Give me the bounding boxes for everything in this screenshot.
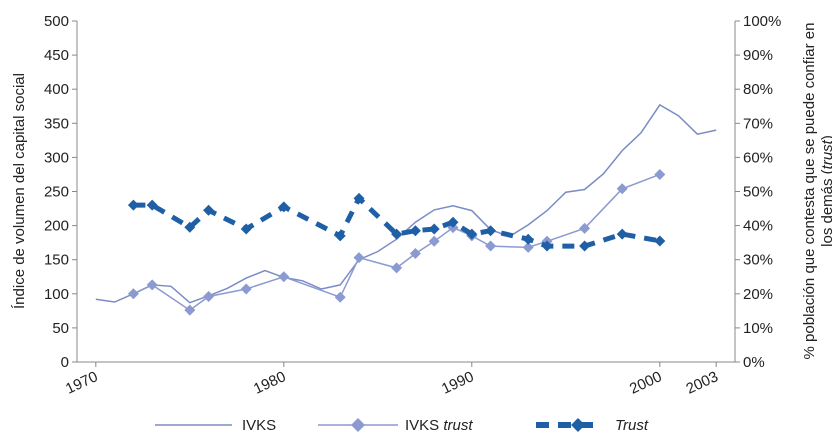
data-point-trust: [541, 240, 553, 252]
legend-label-trust: Trust: [615, 417, 649, 434]
y-right-tick-label: 100%: [743, 13, 781, 30]
data-point-ivks-trust: [184, 304, 196, 316]
data-point-ivks-trust: [579, 222, 591, 234]
y-left-tick-label: 100: [44, 286, 69, 303]
y-right-tick-label: 80%: [743, 81, 773, 98]
data-point-trust: [184, 221, 196, 233]
y-left-tick-label: 300: [44, 149, 69, 166]
y-right-tick-label: 70%: [743, 115, 773, 132]
data-point-trust: [654, 235, 666, 247]
y-right-tick-label: 90%: [743, 47, 773, 64]
y-left-tick-label: 500: [44, 13, 69, 30]
data-point-trust: [334, 230, 346, 242]
legend-marker-ivks-trust: [351, 418, 365, 432]
legend: IVKS IVKS trust Trust: [155, 417, 649, 434]
x-tick-label: 1980: [251, 368, 288, 398]
legend-item-ivks: IVKS: [155, 417, 276, 434]
data-point-ivks-trust: [127, 288, 139, 300]
data-point-trust: [522, 233, 534, 245]
legend-label-ivks-trust: IVKS trust: [405, 417, 473, 434]
x-tick-label: 2003: [683, 368, 720, 398]
y-left-tick-label: 450: [44, 47, 69, 64]
series-line-ivks-trust: [133, 173, 661, 312]
y-left-tick-label: 350: [44, 115, 69, 132]
y-right-tick-label: 20%: [743, 286, 773, 303]
y-left-tick-label: 400: [44, 81, 69, 98]
data-point-ivks-trust: [616, 183, 628, 195]
data-point-trust: [278, 201, 290, 213]
data-point-trust: [616, 228, 628, 240]
data-point-ivks-trust: [353, 252, 365, 264]
legend-item-ivks-trust: IVKS trust: [318, 417, 473, 434]
data-point-ivks-trust: [203, 291, 215, 303]
y-right-tick-label: 10%: [743, 320, 773, 337]
data-point-ivks-trust: [485, 240, 497, 252]
data-point-ivks-trust: [654, 168, 666, 180]
legend-label-ivks: IVKS: [242, 417, 276, 434]
y-right-tick-label: 30%: [743, 252, 773, 269]
data-point-trust: [466, 228, 478, 240]
data-point-trust: [127, 199, 139, 211]
y-right-tick-label: 50%: [743, 184, 773, 201]
data-point-trust: [485, 225, 497, 237]
data-point-trust: [579, 240, 591, 252]
data-point-ivks-trust: [428, 235, 440, 247]
data-point-ivks-trust: [278, 271, 290, 283]
data-point-trust: [146, 199, 158, 211]
legend-item-trust: Trust: [536, 417, 649, 434]
y-left-tick-label: 0: [61, 354, 69, 371]
y-axis-left-label: Índice de volumen del capital social: [11, 73, 28, 309]
y-right-tick-label: 0%: [743, 354, 765, 371]
y-axis-right-label-line2: los demás (trust): [819, 135, 832, 247]
y-left-tick-label: 150: [44, 252, 69, 269]
series: [95, 103, 717, 316]
y-left-tick-label: 200: [44, 218, 69, 235]
legend-marker-trust: [571, 418, 585, 432]
y-right-tick-label: 60%: [743, 149, 773, 166]
series-2: [127, 192, 666, 252]
data-point-ivks-trust: [409, 248, 421, 260]
data-point-ivks-trust: [391, 262, 403, 274]
series-0: [95, 103, 717, 304]
data-point-ivks-trust: [334, 291, 346, 303]
y-right-tick-label: 40%: [743, 218, 773, 235]
data-point-trust: [428, 223, 440, 235]
data-point-trust: [353, 192, 365, 204]
series-line-ivks: [95, 103, 717, 304]
data-point-trust: [409, 225, 421, 237]
data-point-trust: [240, 223, 252, 235]
data-point-ivks-trust: [146, 279, 158, 291]
axes: [76, 21, 736, 363]
data-point-trust: [391, 228, 403, 240]
x-ticks: 1970 1980 1990 2000 2003: [63, 362, 721, 398]
x-tick-label: 1970: [63, 368, 100, 398]
data-point-trust: [447, 216, 459, 228]
data-point-ivks-trust: [522, 241, 534, 253]
data-point-ivks-trust: [240, 283, 252, 295]
left-y-ticks: 0 50 100 150 200 250 300 350 400 450 500: [44, 13, 77, 371]
right-y-ticks: 0% 10% 20% 30% 40% 50% 60% 70% 80% 90% 100%: [735, 13, 781, 371]
y-left-tick-label: 250: [44, 184, 69, 201]
x-tick-label: 1990: [439, 368, 476, 398]
y-left-tick-label: 50: [52, 320, 69, 337]
data-point-trust: [203, 204, 215, 216]
y-axis-right-label-line1: % población que contesta que se puede co…: [801, 23, 818, 360]
x-tick-label: 2000: [627, 368, 664, 398]
